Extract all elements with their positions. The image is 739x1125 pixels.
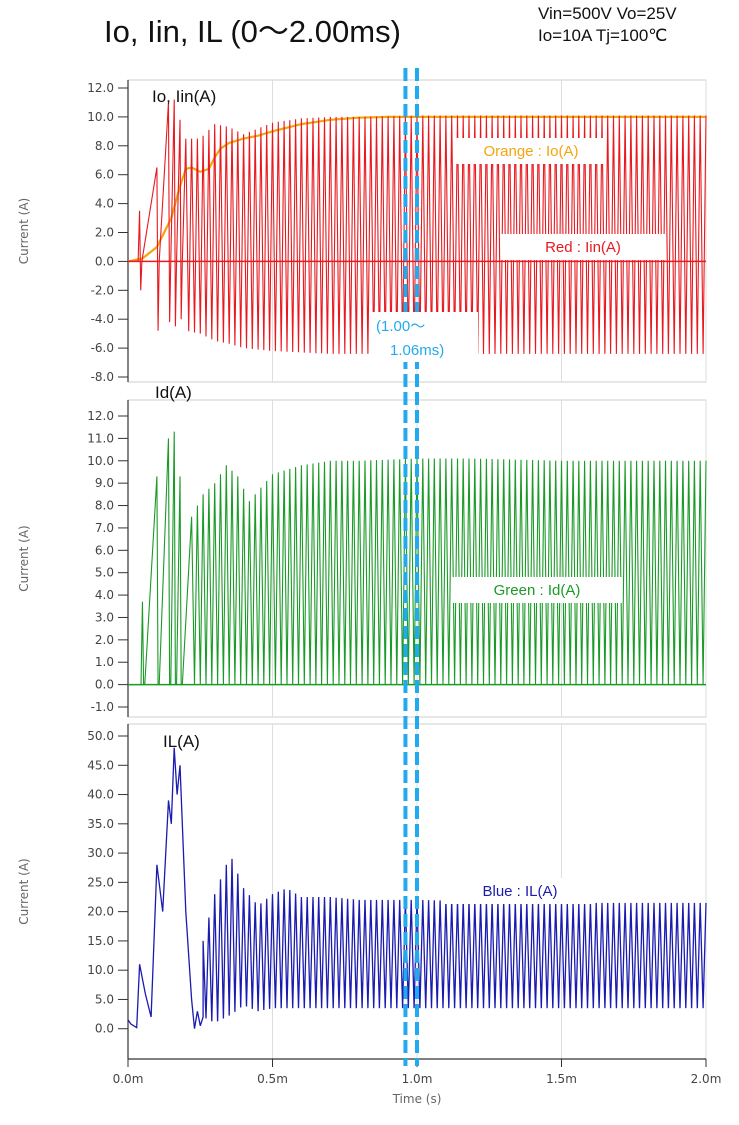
y-tick-label: 3.0 [95,610,114,624]
x-tick-label: 0.0m [113,1072,144,1086]
panel-2: 12.0 11.0 10.0 9.0 8.0 7.0 6.0 5.0 4.0 3.0 2.0 1.0 0… [17,383,707,718]
y-tick-label: 12.0 [87,81,114,95]
legend-label: Orange : Io(A) [483,143,578,160]
y-tick-label: 35.0 [87,817,114,831]
series-line [127,747,707,1029]
legend-box [445,878,595,904]
y-axis-label: Current (A) [17,525,31,591]
series-iina [128,99,707,354]
panel-1: 12.0 10.0 8.0 6.0 4.0 2.0 0.0 -2.0 -4.0 -6.0 -8.0 C… [17,79,707,384]
y-tick-label: -1.0 [91,700,114,714]
y-tick-label: -4.0 [91,312,114,326]
legend-entry: Green : Id(A) [452,577,622,603]
panel-title: IL(A) [163,732,200,751]
panel-title: Id(A) [155,383,192,402]
y-tick-label: 2.0 [95,226,114,240]
y-tick-label: 1.0 [95,655,114,669]
legend-box [500,234,666,260]
legend-entry: Orange : Io(A) [456,138,606,164]
y-tick-label: 5.0 [95,992,114,1006]
y-tick-label: 2.0 [95,633,114,647]
panel-title: Io, Iin(A) [152,87,216,106]
panel-3: 50.0 45.0 40.0 35.0 30.0 25.0 20.0 15.0 10.0 5.0 0… [17,723,722,1106]
y-tick-label: 0.0 [95,678,114,692]
y-tick-label: 11.0 [87,431,114,445]
legend-entry: Red : Iin(A) [500,234,666,260]
y-tick-label: 40.0 [87,788,114,802]
x-axis-label: Time (s) [392,1092,442,1106]
conditions-line-1: Vin=500V Vo=25V [538,4,677,23]
y-tick-label: -8.0 [91,370,114,384]
y-tick-label: 10.0 [87,963,114,977]
series-ioa [127,115,706,263]
time-window-marker: (1.00〜 1.06ms) [370,68,478,1066]
x-tick-label: 1.5m [546,1072,577,1086]
legend-box [456,138,606,164]
series-line [128,431,707,686]
y-tick-label: 4.0 [95,197,114,211]
series-line [128,99,707,354]
conditions-line-2: Io=10A Tj=100℃ [538,26,668,45]
legend-label: Red : Iin(A) [545,239,621,256]
y-tick-label: 30.0 [87,846,114,860]
x-tick-label: 2.0m [691,1072,722,1086]
x-tick-label: 0.5m [257,1072,288,1086]
y-axis-label: Current (A) [17,198,31,264]
series-ila [127,747,707,1029]
y-tick-label: -2.0 [91,283,114,297]
legend-label: Green : Id(A) [494,582,581,599]
y-axis-label: Current (A) [17,858,31,924]
y-tick-label: 8.0 [95,139,114,153]
legend-label: Blue : IL(A) [482,883,557,900]
marker-label-line-1: (1.00〜 [376,318,425,335]
y-tick-label: 10.0 [87,110,114,124]
y-tick-label: 9.0 [95,476,114,490]
y-tick-label: 15.0 [87,934,114,948]
x-tick-label: 1.0m [402,1072,433,1086]
legend-entry: Blue : IL(A) [445,878,595,904]
y-tick-label: 8.0 [95,499,114,513]
figure-title: Io, Iin, IL (0〜2.00ms) [104,14,401,49]
y-tick-label: 45.0 [87,758,114,772]
marker-label-line-2: 1.06ms) [390,342,444,359]
series-line [127,115,706,263]
y-tick-label: 20.0 [87,905,114,919]
y-tick-label: 7.0 [95,521,114,535]
y-tick-label: 50.0 [87,729,114,743]
y-tick-label: 0.0 [95,1022,114,1036]
y-tick-label: 6.0 [95,543,114,557]
y-tick-label: 25.0 [87,875,114,889]
y-tick-label: 5.0 [95,566,114,580]
legend-box [452,577,622,603]
y-tick-label: -6.0 [91,341,114,355]
y-tick-label: 10.0 [87,454,114,468]
y-tick-label: 12.0 [87,409,114,423]
y-tick-label: 0.0 [95,254,114,268]
y-tick-label: 4.0 [95,588,114,602]
marker-label-box [370,312,478,362]
y-tick-label: 6.0 [95,168,114,182]
